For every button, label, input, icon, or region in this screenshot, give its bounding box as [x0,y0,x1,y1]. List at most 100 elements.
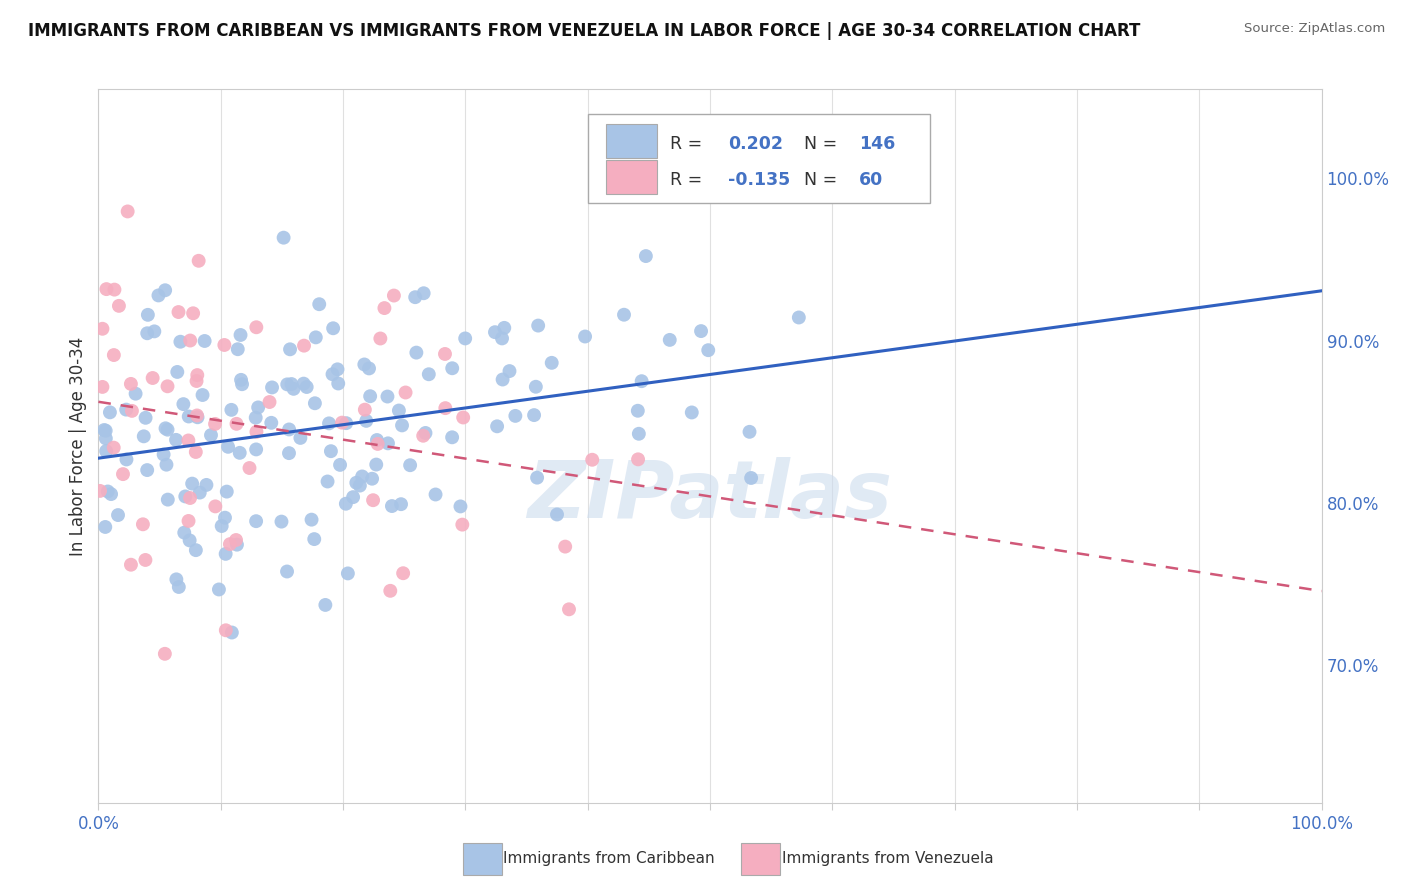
FancyBboxPatch shape [588,114,931,203]
Point [295,380,318,394]
Point [148,288,170,302]
Point [527,318,550,333]
Point [342,490,364,504]
Point [276,565,298,579]
Point [177,409,200,424]
Point [308,297,330,311]
Point [260,416,283,430]
Point [278,422,301,436]
Point [344,475,367,490]
Point [89,483,111,498]
Point [103,283,125,297]
Point [391,418,413,433]
Point [388,403,411,417]
Point [225,417,247,431]
Point [319,444,342,458]
Point [494,321,516,335]
Point [173,525,195,540]
Text: IMMIGRANTS FROM CARIBBEAN VS IMMIGRANTS FROM VENEZUELA IN LABOR FORCE | AGE 30-3: IMMIGRANTS FROM CARIBBEAN VS IMMIGRANTS … [28,22,1140,40]
Point [111,467,134,482]
Text: 0.202: 0.202 [728,136,783,153]
Point [108,299,131,313]
Point [142,371,165,385]
Point [434,401,457,416]
Point [191,388,214,402]
Point [135,410,157,425]
Point [155,421,177,435]
Point [186,374,208,388]
Point [373,301,395,315]
Point [132,517,155,532]
Point [574,329,596,343]
Text: N =: N = [804,171,838,189]
Point [179,533,201,548]
Point [361,472,384,486]
Point [627,452,650,467]
Point [353,402,375,417]
Point [214,547,236,561]
Point [394,385,416,400]
Point [186,368,208,382]
Point [330,416,353,430]
Point [392,566,415,581]
Point [181,476,204,491]
Point [359,389,381,403]
Point [399,458,422,473]
Point [181,306,204,320]
Point [219,537,242,551]
Point [523,408,546,422]
Point [377,436,399,450]
Point [425,487,447,501]
Point [134,553,156,567]
Point [441,430,464,444]
Point [441,361,464,376]
Point [328,376,350,391]
Text: Source: ZipAtlas.com: Source: ZipAtlas.com [1244,22,1385,36]
Point [179,491,201,505]
Point [259,395,281,409]
Point [260,380,283,394]
Point [136,463,159,477]
Text: ZIPatlas: ZIPatlas [527,457,893,535]
Text: R =: R = [669,171,702,189]
Point [229,328,252,343]
Point [153,647,176,661]
Point [226,342,249,356]
Point [322,321,344,335]
Point [304,396,326,410]
Point [208,582,231,597]
Point [195,478,218,492]
FancyBboxPatch shape [606,160,658,194]
Point [184,543,207,558]
Text: Immigrants from Venezuela: Immigrants from Venezuela [782,852,994,866]
Point [152,448,174,462]
Text: 60: 60 [859,171,883,189]
Point [415,425,437,440]
Point [581,452,603,467]
Point [231,377,253,392]
Point [292,376,315,391]
Point [215,624,238,638]
Point [117,204,139,219]
Point [100,487,122,501]
Point [412,429,434,443]
Point [245,442,267,457]
Point [115,452,138,467]
Point [177,434,200,448]
Point [278,446,301,460]
Point [449,500,471,514]
Point [188,485,211,500]
Point [290,431,312,445]
Point [738,425,761,439]
Point [245,514,267,528]
Point [412,286,434,301]
Point [658,333,681,347]
Point [451,517,474,532]
Point [292,339,315,353]
Point [169,334,191,349]
Point [377,390,399,404]
Text: -0.135: -0.135 [728,171,790,189]
Point [558,602,581,616]
Point [214,510,236,524]
Point [179,334,201,348]
